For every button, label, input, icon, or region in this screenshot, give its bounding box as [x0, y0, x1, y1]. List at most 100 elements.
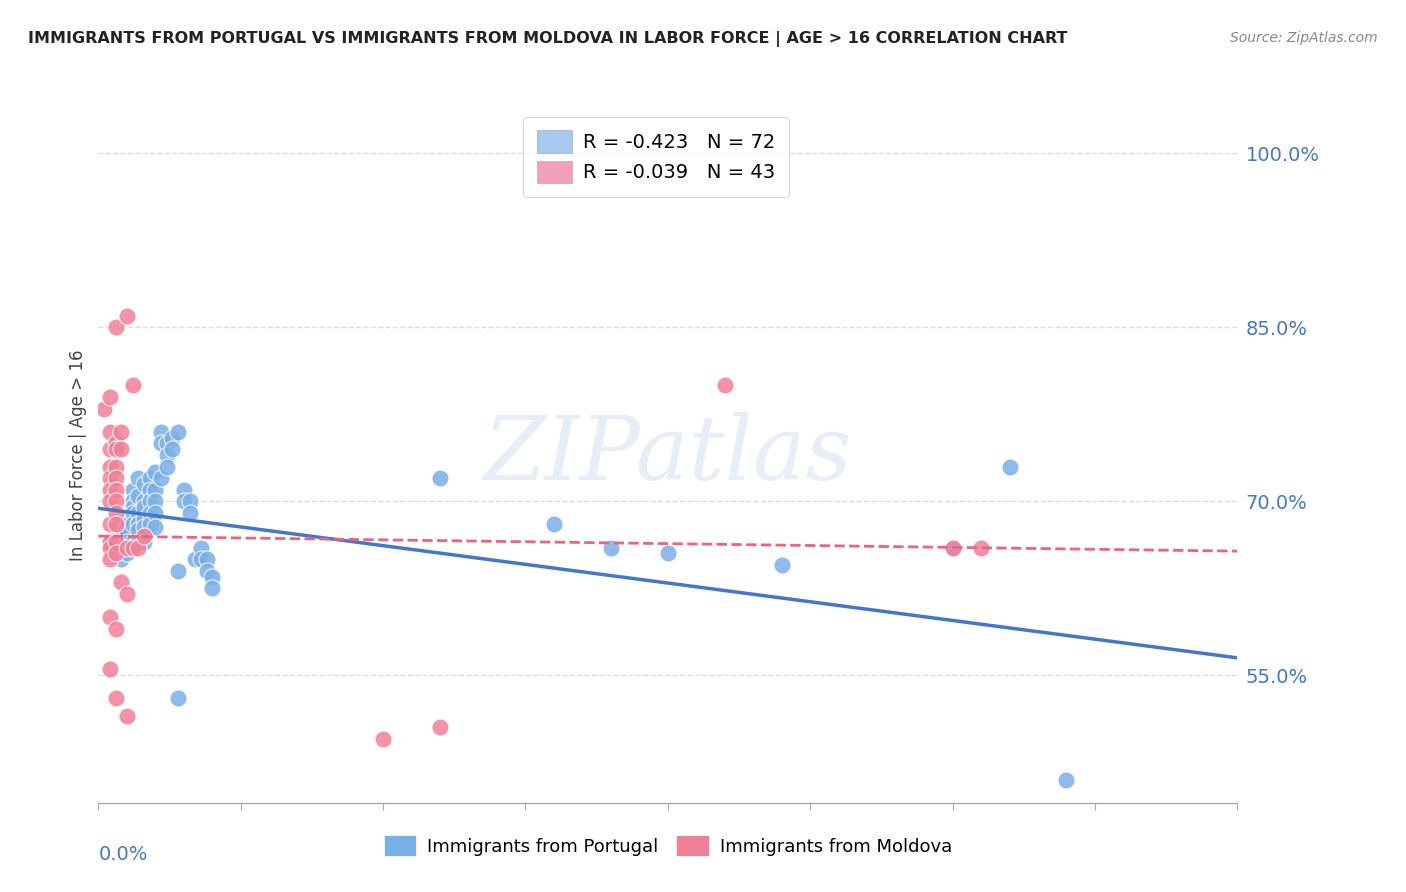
Point [115, 587, 138, 601]
Point [770, 558, 793, 573]
Point [98, 494, 121, 508]
Point [173, 483, 195, 497]
Point [138, 506, 160, 520]
Point [173, 494, 195, 508]
Point [998, 459, 1021, 474]
Point [98, 517, 121, 532]
Point [104, 691, 127, 706]
Point [138, 517, 160, 532]
Point [145, 494, 167, 508]
Point [132, 534, 155, 549]
Point [110, 529, 132, 543]
Point [104, 320, 127, 334]
Point [429, 721, 451, 735]
Point [98, 442, 121, 457]
Point [115, 309, 138, 323]
Point [98, 471, 121, 485]
Point [104, 436, 127, 450]
Point [104, 517, 127, 532]
Point [179, 506, 201, 520]
Point [93, 401, 115, 416]
Point [145, 483, 167, 497]
Point [127, 517, 149, 532]
Point [110, 543, 132, 558]
Point [115, 534, 138, 549]
Point [98, 662, 121, 676]
Point [104, 541, 127, 555]
Point [121, 517, 143, 532]
Legend: Immigrants from Portugal, Immigrants from Moldova: Immigrants from Portugal, Immigrants fro… [377, 828, 959, 863]
Point [115, 541, 138, 555]
Point [156, 436, 179, 450]
Point [104, 483, 127, 497]
Point [942, 541, 965, 555]
Text: Source: ZipAtlas.com: Source: ZipAtlas.com [1230, 31, 1378, 45]
Point [98, 425, 121, 439]
Point [201, 569, 224, 583]
Point [121, 500, 143, 514]
Point [167, 564, 190, 578]
Point [195, 564, 218, 578]
Point [110, 442, 132, 457]
Point [121, 494, 143, 508]
Point [110, 538, 132, 552]
Point [657, 546, 679, 560]
Point [104, 506, 127, 520]
Point [121, 506, 143, 520]
Point [138, 471, 160, 485]
Point [104, 534, 127, 549]
Point [127, 506, 149, 520]
Point [162, 430, 184, 444]
Point [145, 466, 167, 480]
Point [970, 541, 993, 555]
Point [104, 622, 127, 636]
Text: 0.0%: 0.0% [98, 845, 148, 863]
Point [714, 378, 737, 392]
Point [150, 425, 173, 439]
Point [104, 546, 127, 560]
Point [98, 536, 121, 550]
Point [373, 731, 395, 746]
Point [115, 526, 138, 541]
Point [132, 476, 155, 491]
Point [138, 483, 160, 497]
Point [167, 691, 190, 706]
Point [150, 471, 173, 485]
Point [98, 390, 121, 404]
Point [132, 494, 155, 508]
Point [98, 552, 121, 566]
Point [150, 436, 173, 450]
Point [429, 471, 451, 485]
Point [184, 552, 207, 566]
Point [156, 448, 179, 462]
Y-axis label: In Labor Force | Age > 16: In Labor Force | Age > 16 [69, 349, 87, 561]
Point [115, 517, 138, 532]
Point [195, 552, 218, 566]
Point [98, 534, 121, 549]
Point [543, 517, 565, 532]
Point [104, 442, 127, 457]
Point [132, 520, 155, 534]
Point [600, 541, 623, 555]
Point [121, 534, 143, 549]
Point [98, 483, 121, 497]
Point [110, 552, 132, 566]
Point [104, 471, 127, 485]
Point [104, 459, 127, 474]
Point [179, 494, 201, 508]
Point [104, 532, 127, 546]
Point [138, 494, 160, 508]
Point [110, 425, 132, 439]
Text: IMMIGRANTS FROM PORTUGAL VS IMMIGRANTS FROM MOLDOVA IN LABOR FORCE | AGE > 16 CO: IMMIGRANTS FROM PORTUGAL VS IMMIGRANTS F… [28, 31, 1067, 47]
Point [98, 459, 121, 474]
Point [162, 442, 184, 457]
Point [98, 610, 121, 624]
Point [190, 541, 212, 555]
Point [942, 541, 965, 555]
Point [110, 575, 132, 590]
Point [115, 708, 138, 723]
Point [104, 494, 127, 508]
Point [127, 541, 149, 555]
Point [104, 546, 127, 560]
Point [156, 459, 179, 474]
